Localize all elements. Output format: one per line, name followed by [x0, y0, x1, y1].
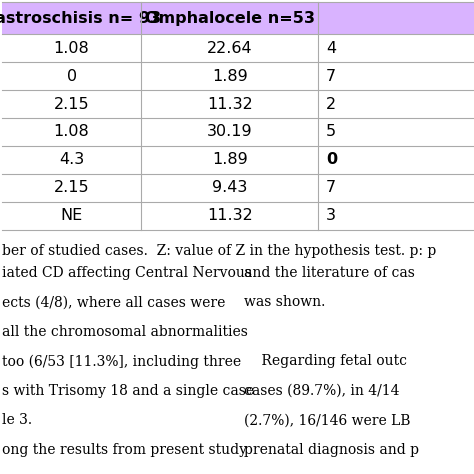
Text: 2.15: 2.15 [54, 97, 90, 111]
Text: prenatal diagnosis and p: prenatal diagnosis and p [244, 443, 419, 457]
Text: 1.08: 1.08 [54, 40, 90, 55]
Bar [2, 202, 474, 230]
Text: ber of studied cases.  Z: value of Z in the hypothesis test. p: p: ber of studied cases. Z: value of Z in t… [2, 244, 436, 258]
Bar [2, 174, 474, 202]
Bar [2, 118, 474, 146]
Text: 5: 5 [326, 125, 337, 139]
Text: too (6/53 [11.3%], including three: too (6/53 [11.3%], including three [2, 355, 241, 369]
Text: 11.32: 11.32 [207, 97, 253, 111]
Text: 9.43: 9.43 [212, 181, 247, 195]
Text: 7: 7 [326, 181, 337, 195]
Text: 3: 3 [326, 209, 336, 224]
Text: Regarding fetal outc: Regarding fetal outc [244, 355, 407, 368]
Text: 1.08: 1.08 [54, 125, 90, 139]
Bar [2, 62, 474, 90]
Bar [2, 34, 474, 62]
Text: 2.15: 2.15 [54, 181, 90, 195]
Text: 4.3: 4.3 [59, 153, 84, 167]
Text: NE: NE [61, 209, 83, 224]
Text: 30.19: 30.19 [207, 125, 253, 139]
Text: cases (89.7%), in 4/14: cases (89.7%), in 4/14 [244, 384, 400, 398]
Text: 2: 2 [326, 97, 337, 111]
Bar [2, 146, 474, 174]
Text: Omphalocele n=53: Omphalocele n=53 [145, 10, 315, 26]
Text: ects (4/8), where all cases were: ects (4/8), where all cases were [2, 295, 225, 310]
Text: was shown.: was shown. [244, 295, 325, 310]
Text: 4: 4 [326, 40, 337, 55]
Text: 1.89: 1.89 [212, 69, 247, 83]
Text: 22.64: 22.64 [207, 40, 253, 55]
Text: all the chromosomal abnormalities: all the chromosomal abnormalities [2, 325, 248, 339]
Bar [2, 90, 474, 118]
Text: Gastroschisis n= 93: Gastroschisis n= 93 [0, 10, 161, 26]
Text: (2.7%), 16/146 were LB: (2.7%), 16/146 were LB [244, 413, 410, 428]
Text: and the literature of cas: and the literature of cas [244, 266, 415, 280]
Text: le 3.: le 3. [2, 413, 32, 428]
Text: s with Trisomy 18 and a single case: s with Trisomy 18 and a single case [2, 384, 254, 398]
Text: 0: 0 [326, 153, 337, 167]
Text: 0: 0 [66, 69, 77, 83]
Text: iated CD affecting Central Nervous: iated CD affecting Central Nervous [2, 266, 252, 280]
Text: ong the results from present study: ong the results from present study [2, 443, 247, 457]
Bar [2, 2, 474, 34]
Text: 7: 7 [326, 69, 337, 83]
Text: 11.32: 11.32 [207, 209, 253, 224]
Text: 1.89: 1.89 [212, 153, 247, 167]
